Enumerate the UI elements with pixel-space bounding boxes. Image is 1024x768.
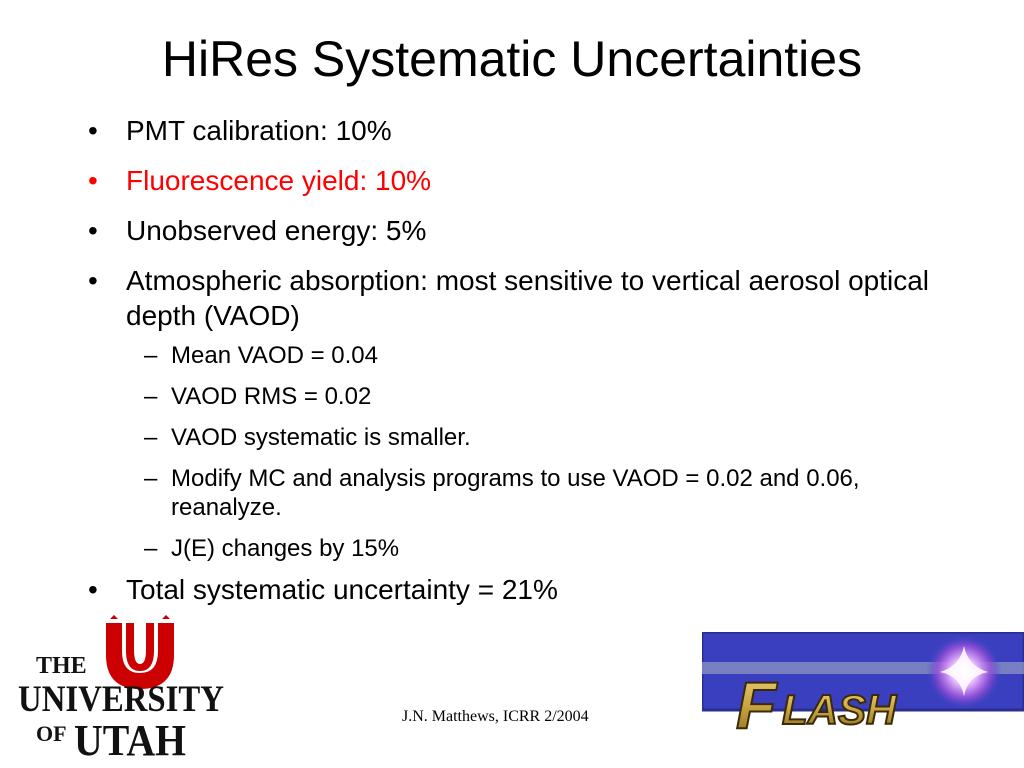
- sub-bullet-text: VAOD RMS = 0.02: [171, 383, 372, 410]
- slide-footer: J.N. Matthews, ICRR 2/2004: [402, 708, 589, 725]
- svg-text:F: F: [736, 668, 778, 742]
- sub-bullet-marker: –: [144, 465, 158, 492]
- sub-bullet-text: Modify MC and analysis programs to use V…: [171, 465, 860, 521]
- sub-bullet-text: VAOD systematic is smaller.: [171, 424, 471, 451]
- bullet-text: Fluorescence yield: 10%: [126, 165, 432, 196]
- university-of-utah-logo: THE UNIVERSITY OF UTAH: [18, 615, 224, 765]
- bullet-marker: •: [88, 215, 98, 246]
- bullet-marker: •: [88, 165, 98, 196]
- sub-bullet-item: – Mean VAOD = 0.04: [126, 341, 948, 370]
- bullet-list: • PMT calibration: 10% • Fluorescence yi…: [88, 113, 948, 622]
- star-burst-icon: [926, 634, 1002, 710]
- bullet-item: • Atmospheric absorption: most sensitive…: [88, 263, 948, 563]
- flash-logo-text: F LASH: [735, 667, 899, 742]
- bullet-text: Total systematic uncertainty = 21%: [126, 574, 558, 605]
- sub-bullet-text: Mean VAOD = 0.04: [171, 342, 378, 369]
- sub-bullet-marker: –: [144, 383, 158, 410]
- slide-title: HiRes Systematic Uncertainties: [161, 31, 863, 87]
- sub-bullet-marker: –: [144, 424, 158, 451]
- sub-bullet-item: – VAOD systematic is smaller.: [126, 423, 948, 452]
- bullet-marker: •: [88, 265, 98, 296]
- sub-bullet-item: – VAOD RMS = 0.02: [126, 382, 948, 411]
- bullet-marker: •: [88, 574, 98, 605]
- svg-text:LASH: LASH: [782, 686, 898, 733]
- bullet-marker: •: [88, 115, 98, 146]
- utah-u-emblem: [106, 615, 174, 689]
- utah-logo-line1: THE: [36, 653, 87, 679]
- bullet-item: • PMT calibration: 10%: [88, 113, 948, 148]
- bullet-text: Atmospheric absorption: most sensitive t…: [126, 265, 930, 331]
- utah-logo-line3a: OF: [36, 721, 67, 746]
- flash-experiment-logo: F LASH: [702, 632, 1024, 742]
- sub-bullet-text: J(E) changes by 15%: [171, 535, 400, 562]
- bullet-item: • Unobserved energy: 5%: [88, 213, 948, 248]
- utah-logo-line3b: UTAH: [74, 716, 186, 765]
- bullet-item-highlighted: • Fluorescence yield: 10%: [88, 163, 948, 198]
- sub-bullet-marker: –: [144, 342, 158, 369]
- bullet-item: • Total systematic uncertainty = 21%: [88, 572, 948, 607]
- sub-bullet-list: – Mean VAOD = 0.04 – VAOD RMS = 0.02 – V…: [126, 341, 948, 563]
- utah-logo-line2: UNIVERSITY: [18, 679, 224, 720]
- bullet-text: PMT calibration: 10%: [126, 115, 392, 146]
- sub-bullet-item: – Modify MC and analysis programs to use…: [126, 464, 948, 522]
- sub-bullet-item: – J(E) changes by 15%: [126, 534, 948, 563]
- bullet-text: Unobserved energy: 5%: [126, 215, 427, 246]
- sub-bullet-marker: –: [144, 535, 158, 562]
